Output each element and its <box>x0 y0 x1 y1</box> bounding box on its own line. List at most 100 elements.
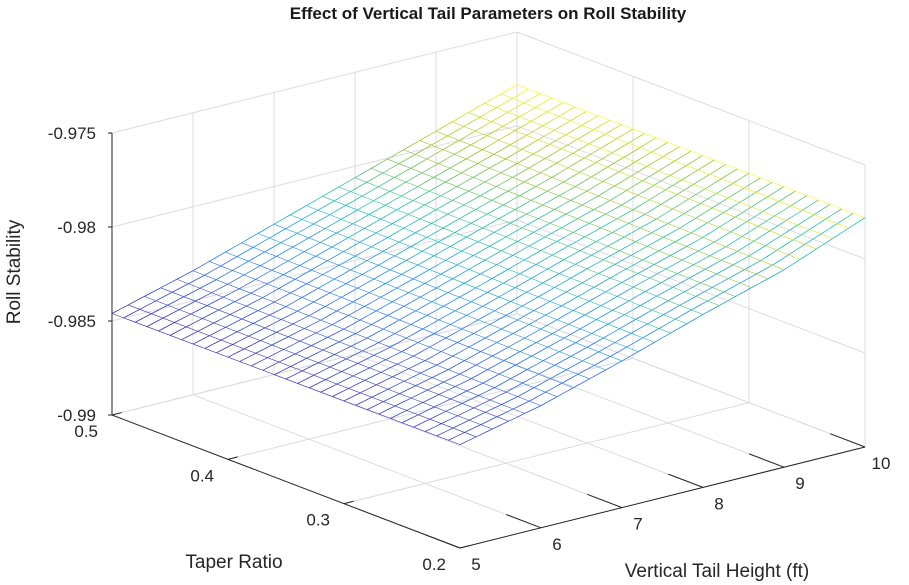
surface-mesh-line <box>466 386 476 392</box>
surface-mesh-line <box>431 140 440 146</box>
surface-mesh-line <box>262 365 272 371</box>
surface-mesh-line <box>561 222 570 229</box>
surface-mesh-line <box>275 349 284 354</box>
z-axis-label: Roll Stability <box>4 219 25 324</box>
surface-mesh-line <box>271 265 281 271</box>
surface-mesh-line <box>293 219 302 225</box>
surface-mesh-line <box>535 259 545 265</box>
surface-mesh-line <box>311 265 320 271</box>
surface-mesh-line <box>457 411 466 417</box>
surface-mesh-line <box>543 97 553 103</box>
surface-mesh-line <box>123 313 132 319</box>
surface-mesh-line <box>604 309 613 316</box>
surface-mesh-line <box>290 214 639 352</box>
surface-mesh-line <box>503 355 513 361</box>
surface-mesh-line <box>603 332 612 339</box>
surface-mesh-line <box>379 315 388 321</box>
surface-mesh-line <box>732 177 742 184</box>
surface-mesh-line <box>652 282 662 288</box>
surface-mesh-line <box>437 259 446 266</box>
surface-mesh-line <box>240 260 249 267</box>
surface-mesh-line <box>492 351 501 357</box>
surface-mesh-line <box>433 423 442 428</box>
surface-mesh-line <box>197 326 207 332</box>
surface-mesh-line <box>368 209 378 215</box>
surface-mesh-line <box>456 360 465 366</box>
surface-mesh-line <box>501 144 511 150</box>
surface-mesh-line <box>408 287 417 293</box>
surface-mesh-line <box>489 241 498 247</box>
surface-mesh-line <box>417 260 427 266</box>
surface-mesh-line <box>600 143 609 149</box>
surface-plot <box>111 84 866 445</box>
surface-mesh-line <box>730 226 739 233</box>
surface-mesh-line <box>747 273 757 279</box>
surface-mesh-line <box>235 348 245 354</box>
surface-mesh-line <box>577 134 586 140</box>
surface-mesh-line <box>684 286 693 293</box>
surface-mesh-line <box>716 269 726 275</box>
surface-mesh-line <box>336 379 346 385</box>
surface-mesh-line <box>623 152 633 158</box>
surface-mesh-line <box>322 191 331 197</box>
surface-mesh-line <box>482 378 492 384</box>
surface-mesh-line <box>404 376 413 382</box>
surface-mesh-line <box>665 184 674 191</box>
surface-mesh-line <box>517 236 526 242</box>
surface-mesh-line <box>618 166 628 172</box>
z-tick-label: -0.985 <box>48 312 96 331</box>
surface-mesh-line <box>256 251 265 257</box>
surface-mesh-line <box>534 282 544 288</box>
surface-mesh-line <box>772 259 781 266</box>
surface-mesh-line <box>630 250 640 256</box>
surface-mesh-line <box>502 301 511 307</box>
surface-mesh-line <box>484 255 494 261</box>
surface-mesh-line <box>707 217 716 224</box>
surface-mesh-line <box>224 344 233 350</box>
surface-mesh-line <box>217 326 226 332</box>
surface-mesh-line <box>541 300 551 307</box>
surface-mesh-line <box>436 360 445 366</box>
surface-mesh-line <box>388 209 397 215</box>
surface-mesh-line <box>468 112 817 250</box>
surface-mesh-line <box>524 333 533 339</box>
side-wall-grid-horizontal <box>516 313 866 448</box>
surface-mesh-line <box>349 209 358 215</box>
surface-mesh-line <box>588 319 597 325</box>
surface-mesh-line <box>330 264 340 271</box>
surface-mesh-line <box>528 162 538 169</box>
surface-mesh-line <box>237 327 246 333</box>
surface-mesh-line <box>374 328 384 334</box>
surface-mesh-line <box>638 166 648 172</box>
y-tick-mark <box>111 412 122 416</box>
surface-mesh-line <box>608 138 618 144</box>
surface-mesh-line <box>546 287 555 293</box>
surface-mesh-line <box>420 190 430 197</box>
surface-mesh-line <box>433 172 443 178</box>
surface-mesh-line <box>239 283 248 290</box>
surface-mesh-line <box>536 158 546 164</box>
surface-mesh-line <box>514 125 524 132</box>
surface-mesh-line <box>365 354 375 360</box>
surface-mesh-line <box>620 142 629 149</box>
surface-mesh-line <box>439 135 448 141</box>
surface-mesh-line <box>499 268 509 275</box>
surface-mesh-line <box>224 270 233 276</box>
surface-mesh-line <box>429 414 439 420</box>
surface-mesh-line <box>537 134 547 141</box>
surface-mesh-line <box>407 385 416 390</box>
surface-mesh-line <box>605 365 615 371</box>
surface-mesh-line <box>179 305 188 310</box>
surface-mesh-line <box>508 84 518 90</box>
surface-mesh-line <box>286 353 296 359</box>
surface-mesh-line <box>276 251 285 257</box>
surface-mesh-line <box>560 143 570 150</box>
surface-mesh-line <box>739 278 749 284</box>
surface-mesh-line <box>544 153 554 159</box>
surface-mesh-line <box>306 205 655 343</box>
surface-mesh-line <box>483 278 493 284</box>
surface-mesh-line <box>387 158 736 297</box>
surface-mesh-line <box>651 305 661 311</box>
surface-mesh-line <box>662 151 672 157</box>
surface-mesh-line <box>254 297 263 303</box>
